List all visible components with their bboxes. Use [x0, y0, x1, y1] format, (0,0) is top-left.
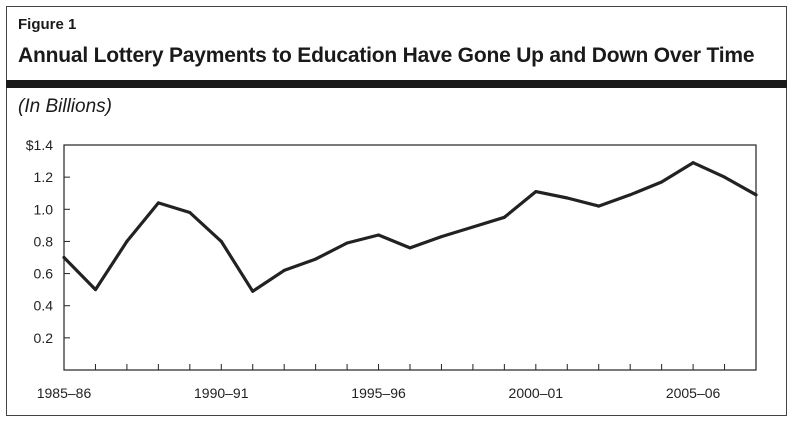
data-point	[156, 201, 160, 205]
data-point	[314, 257, 318, 261]
data-point	[660, 180, 664, 184]
data-point	[723, 175, 727, 179]
y-tick-label: 0.8	[34, 233, 54, 249]
plot-area-border	[63, 144, 757, 371]
data-point	[628, 193, 632, 197]
data-point	[188, 211, 192, 214]
data-point	[345, 241, 349, 245]
data-point	[408, 246, 412, 250]
figure-title: Annual Lottery Payments to Education Hav…	[18, 44, 755, 67]
x-tick-label: 1995–96	[351, 385, 406, 401]
data-point	[251, 289, 255, 293]
data-point	[754, 193, 758, 197]
data-point	[282, 268, 286, 272]
x-tick-label: 1985–86	[37, 385, 92, 401]
x-axis-ticks: 1985–86 1990–91 1995–96 2000–01 2005–06	[37, 364, 757, 401]
x-tick-label: 2000–01	[509, 385, 564, 401]
units-label: (In Billions)	[18, 96, 112, 117]
figure-frame	[6, 6, 787, 416]
data-point	[534, 190, 538, 194]
x-tick-label: 1990–91	[194, 385, 249, 401]
data-point	[377, 233, 381, 237]
data-point	[62, 256, 66, 259]
data-point	[502, 215, 506, 219]
data-point	[597, 204, 601, 208]
series-line	[62, 161, 758, 293]
y-tick-label: 0.2	[34, 330, 54, 346]
data-point	[93, 288, 97, 292]
y-tick-label: 1.2	[34, 169, 54, 185]
data-point	[565, 196, 569, 200]
data-point	[439, 235, 443, 239]
data-point	[219, 239, 223, 243]
x-tick-label: 2005–06	[666, 385, 721, 401]
y-tick-label: 0.4	[34, 298, 54, 314]
series-group	[62, 161, 758, 293]
data-point	[691, 161, 695, 165]
figure-label: Figure 1	[18, 16, 77, 33]
title-divider	[6, 80, 787, 88]
chart-axes	[63, 144, 757, 371]
y-tick-label: 1.0	[34, 201, 54, 217]
y-tick-label: 0.6	[34, 266, 54, 282]
y-tick-label: $1.4	[26, 137, 53, 153]
data-point	[471, 225, 475, 229]
data-point	[125, 239, 129, 243]
y-axis-ticks: 0.2 0.4 0.6 0.8 1.0 1.2 $1.4	[26, 137, 70, 346]
